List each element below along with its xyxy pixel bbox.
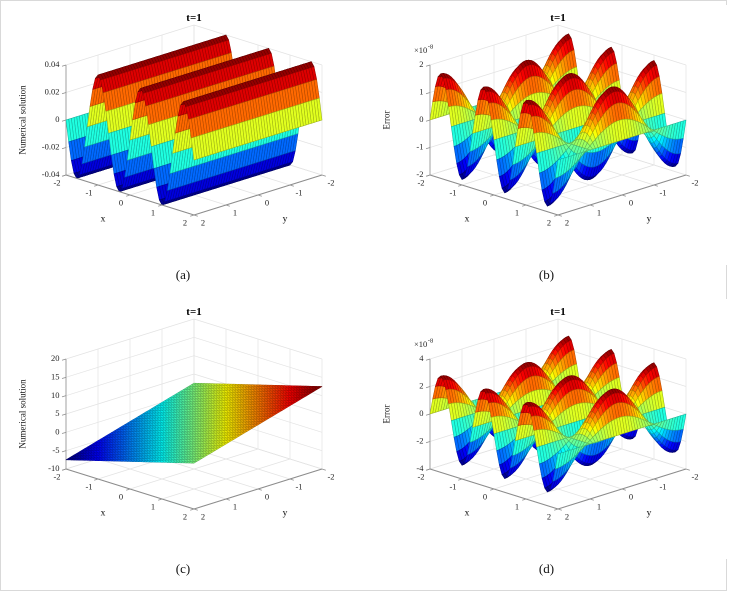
figure-grid: (a) (b) (c) (d) xyxy=(1,1,729,579)
plot-c: (c) xyxy=(1,299,365,579)
plot-c-caption: (c) xyxy=(175,561,191,576)
plot-d: (d) xyxy=(365,299,729,579)
plot-b: (b) xyxy=(365,5,729,285)
surface-plot-a-canvas xyxy=(1,5,365,265)
surface-plot-b-canvas xyxy=(365,5,729,265)
plot-d-caption: (d) xyxy=(538,561,555,576)
plot-a-caption: (a) xyxy=(175,267,191,282)
surface-plot-c-canvas xyxy=(1,299,365,559)
plot-a: (a) xyxy=(1,5,365,285)
surface-plot-d-canvas xyxy=(365,299,729,559)
plot-b-caption: (b) xyxy=(538,267,555,282)
